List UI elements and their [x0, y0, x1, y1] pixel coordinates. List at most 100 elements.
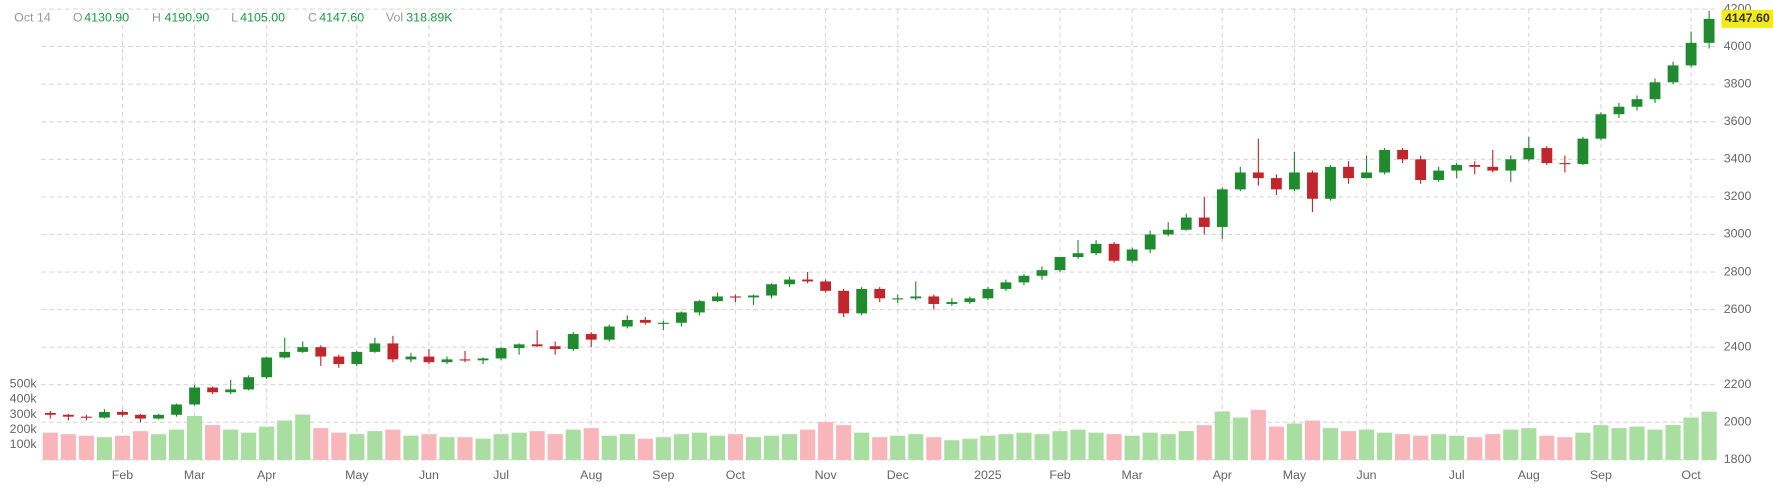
volume-bar: [114, 435, 131, 460]
header-name: C: [308, 10, 317, 24]
volume-bar: [349, 434, 365, 460]
candle-body: [549, 346, 561, 350]
candle-body: [315, 347, 327, 357]
volume-bar: [403, 435, 419, 460]
candle-body: [1054, 257, 1066, 271]
volume-bar: [205, 425, 221, 460]
volume-bar: [150, 434, 167, 460]
volume-bar: [1575, 432, 1591, 460]
candle-body: [1126, 249, 1138, 261]
x-tick-label: Jul: [1449, 468, 1465, 482]
candle-body: [1198, 217, 1210, 227]
volume-bar: [547, 434, 563, 460]
candle-body: [405, 356, 417, 360]
candle-body: [513, 344, 525, 349]
x-tick-label: Feb: [112, 468, 133, 482]
y2-tick-label: 100k: [10, 437, 38, 451]
candle-body: [1595, 114, 1607, 139]
volume-bar: [655, 437, 671, 460]
volume-bar: [1683, 417, 1699, 460]
candle-body: [1559, 163, 1571, 165]
volume-bar: [1611, 428, 1627, 460]
candle-body: [802, 279, 814, 282]
candle-body: [1090, 243, 1102, 254]
candle-body: [369, 343, 381, 352]
y-tick-label: 2600: [1724, 302, 1752, 316]
candle-body: [712, 296, 723, 302]
volume-bar: [1250, 409, 1266, 460]
x-tick-label: Oct: [726, 468, 746, 482]
candle-body: [1018, 275, 1030, 283]
candle-body: [694, 301, 705, 313]
volume-bar: [1701, 411, 1717, 460]
y-tick-label: 3200: [1724, 189, 1752, 203]
candle-body: [1144, 234, 1156, 250]
volume-bar: [132, 431, 149, 460]
y2-tick-label: 400k: [10, 392, 38, 406]
y2-tick-label: 500k: [10, 377, 38, 391]
candle-body: [964, 298, 976, 303]
header-name: H: [152, 10, 161, 24]
x-tick-label: Sep: [1590, 468, 1612, 482]
y2-tick-label: 300k: [10, 407, 38, 421]
candle-body: [982, 288, 994, 299]
candle-body: [495, 348, 507, 359]
candle-body: [1361, 172, 1372, 179]
x-tick-label: Jul: [493, 468, 509, 482]
x-tick-label: Mar: [184, 468, 205, 482]
x-tick-label: Jun: [419, 468, 439, 482]
candle-body: [838, 290, 850, 314]
header-value: 4147.60: [319, 10, 364, 24]
candle-body: [567, 334, 579, 350]
candle-body: [784, 279, 795, 285]
volume-bar: [60, 434, 76, 460]
candle-body: [1252, 172, 1264, 179]
volume-bar: [1503, 429, 1519, 460]
candle-body: [639, 319, 651, 323]
header-date: Oct 14: [14, 10, 51, 24]
volume-bar: [673, 434, 689, 460]
y-tick-label: 2200: [1724, 377, 1752, 391]
volume-bar: [1322, 428, 1339, 460]
volume-bar: [277, 420, 293, 460]
x-tick-label: Apr: [257, 468, 276, 482]
candle-body: [621, 319, 633, 327]
volume-bar: [331, 432, 347, 460]
candle-body: [675, 312, 687, 323]
candle-body: [1577, 138, 1589, 165]
candle-body: [1541, 148, 1553, 164]
y-tick-label: 1800: [1724, 452, 1752, 466]
candle-body: [207, 387, 219, 393]
x-tick-label: May: [1283, 468, 1307, 482]
candle-body: [910, 296, 922, 299]
volume-bar: [1034, 434, 1050, 460]
volume-bar: [583, 428, 599, 460]
volume-bar: [367, 431, 383, 460]
candle-body: [44, 412, 56, 415]
candle-body: [1685, 42, 1697, 66]
candle-body: [748, 295, 759, 298]
volume-bar: [1358, 429, 1375, 460]
candle-body: [1379, 149, 1390, 173]
candle-body: [1523, 148, 1535, 160]
volume-bar: [980, 435, 996, 460]
candle-body: [1343, 166, 1354, 179]
candle-body: [1234, 172, 1246, 190]
volume-bar: [709, 435, 726, 460]
header-value: 4190.90: [164, 10, 209, 24]
candle-body: [117, 411, 128, 415]
volume-bar: [96, 437, 112, 460]
volume-bar: [800, 429, 816, 460]
volume-bar: [439, 437, 455, 460]
candle-body: [171, 404, 182, 415]
candle-body: [1397, 149, 1409, 160]
volume-bar: [962, 438, 978, 460]
last-price-label: 4147.60: [1725, 11, 1770, 25]
volume-bar: [1088, 432, 1104, 460]
y-tick-label: 4000: [1724, 39, 1752, 53]
candle-body: [261, 357, 273, 378]
candle-body: [1487, 166, 1499, 171]
volume-bar: [1539, 435, 1555, 460]
header-value: 4130.90: [84, 10, 129, 24]
candle-body: [225, 389, 237, 393]
